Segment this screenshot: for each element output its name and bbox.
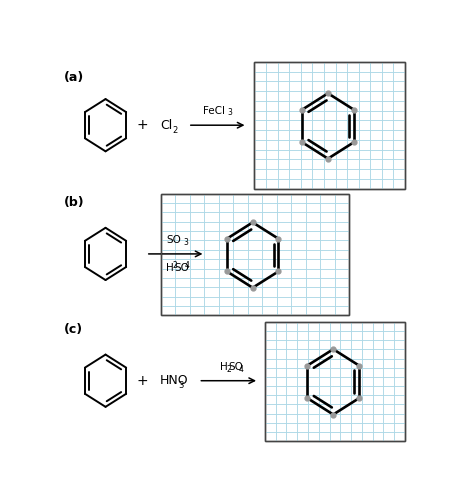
Text: 2: 2 (172, 261, 177, 270)
Text: Cl: Cl (160, 119, 172, 132)
Text: SO: SO (228, 362, 243, 372)
Text: SO: SO (166, 235, 181, 245)
Text: 2: 2 (172, 126, 177, 135)
Text: SO: SO (174, 263, 189, 273)
Bar (161, 194, 348, 315)
Text: +: + (136, 118, 148, 132)
Text: 2: 2 (226, 365, 230, 374)
Text: HNO: HNO (160, 374, 188, 387)
Text: H: H (166, 263, 174, 273)
Bar (264, 322, 404, 441)
Text: 4: 4 (239, 365, 244, 374)
Text: H: H (219, 362, 227, 372)
Text: 3: 3 (178, 381, 184, 390)
Bar (264, 322, 404, 441)
Bar (161, 194, 348, 315)
Text: 3: 3 (227, 108, 232, 117)
Text: 4: 4 (184, 261, 189, 270)
Text: (b): (b) (63, 196, 84, 209)
Text: 3: 3 (183, 238, 188, 247)
Text: FeCl: FeCl (202, 106, 225, 116)
Text: (c): (c) (63, 323, 83, 336)
Text: +: + (136, 374, 148, 388)
Bar (254, 62, 404, 189)
Bar (254, 62, 404, 189)
Text: (a): (a) (63, 71, 83, 84)
